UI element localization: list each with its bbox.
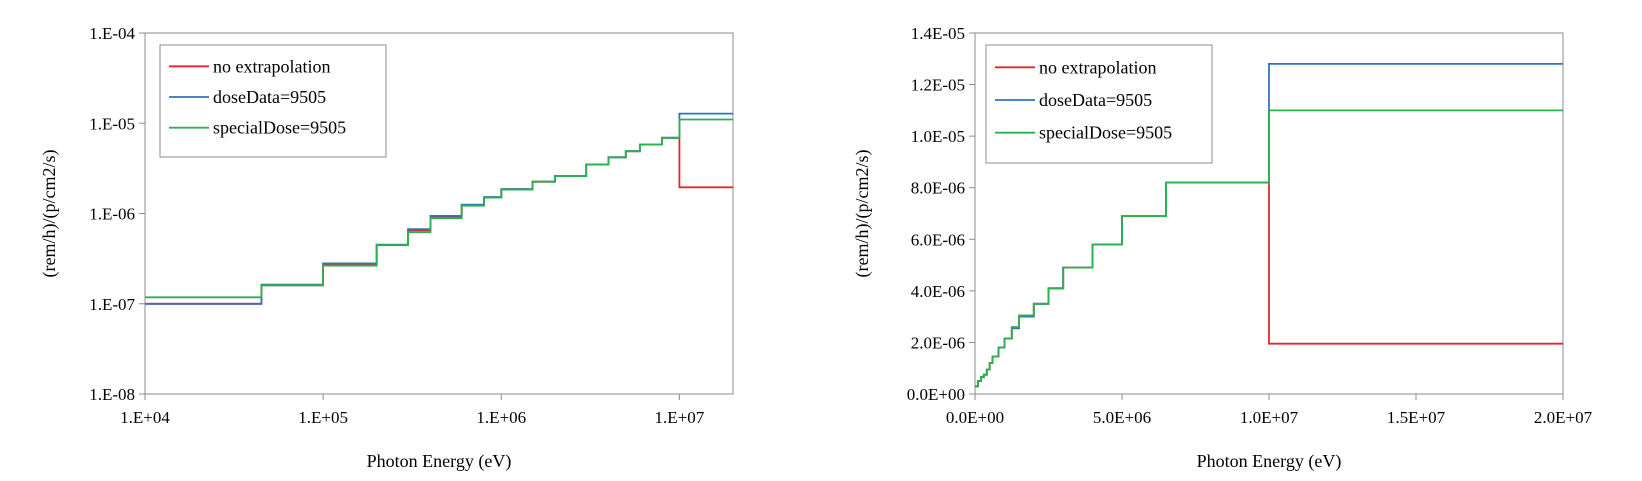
y-tick-label: 1.E-07: [89, 295, 135, 314]
legend-label: specialDose=9505: [213, 118, 346, 138]
y-tick-label: 6.0E-06: [911, 230, 965, 249]
y-tick-label: 1.E-05: [89, 114, 135, 133]
y-tick-label: 2.0E-06: [911, 333, 965, 352]
legend: no extrapolation doseData=9505 specialDose…: [159, 44, 387, 158]
chart-2: 0.0E+00 2.0E-06 4.0E-06 6.0E-06 8.0E-06 1.0E-…: [852, 24, 1593, 472]
x-axis-label: Photon Energy (eV): [367, 451, 512, 472]
series-line-no-extrapolation: [145, 136, 733, 305]
y-tick-label: 0.0E+00: [907, 385, 965, 404]
legend-label: doseData=9505: [213, 87, 326, 107]
y-tick-label: 1.E-04: [89, 24, 135, 43]
y-tick-label: 4.0E-06: [911, 282, 965, 301]
legend-item: doseData=9505: [169, 87, 326, 107]
legend-item: specialDose=9505: [169, 118, 346, 138]
legend-label: doseData=9505: [1039, 90, 1152, 110]
x-tick-label: 1.5E+07: [1387, 408, 1446, 427]
x-tick-label: 5.0E+06: [1093, 408, 1151, 427]
legend-label: no extrapolation: [213, 56, 330, 76]
y-tick-label: 1.4E-05: [911, 24, 965, 43]
x-axis-label: Photon Energy (eV): [1197, 451, 1342, 472]
legend-box: [159, 44, 387, 158]
x-tick-label: 0.0E+00: [946, 408, 1004, 427]
y-tick-label: 8.0E-06: [911, 179, 965, 198]
x-tick-label: 1.E+04: [120, 408, 170, 427]
legend-label: no extrapolation: [1039, 57, 1156, 77]
legend: no extrapolation doseData=9505 specialDose…: [985, 44, 1213, 164]
legend-box: [985, 44, 1213, 164]
legend-item: doseData=9505: [995, 90, 1152, 110]
y-axis-label: (rem/h)/(p/cm2/s): [852, 150, 873, 278]
chart-1: 1.E-08 1.E-07 1.E-06 1.E-05 1.E-04 1.E+04 1.E+…: [39, 24, 734, 472]
series-line-specialdose-9505: [145, 118, 733, 299]
y-axis-label: (rem/h)/(p/cm2/s): [39, 150, 60, 278]
series-line-specialdose-9505: [975, 109, 1563, 388]
y-tick-label: 1.E-08: [89, 385, 135, 404]
x-tick-label: 1.E+05: [298, 408, 348, 427]
x-tick-label: 1.0E+07: [1240, 408, 1299, 427]
legend-item: no extrapolation: [995, 57, 1156, 77]
y-tick-label: 1.E-06: [89, 205, 135, 224]
x-tick-label: 2.0E+07: [1534, 408, 1593, 427]
x-tick-label: 1.E+06: [476, 408, 526, 427]
y-tick-label: 1.2E-05: [911, 76, 965, 95]
legend-label: specialDose=9505: [1039, 123, 1172, 143]
legend-item: specialDose=9505: [995, 123, 1172, 143]
legend-item: no extrapolation: [169, 56, 330, 76]
y-tick-label: 1.0E-05: [911, 127, 965, 146]
x-tick-label: 1.E+07: [655, 408, 705, 427]
